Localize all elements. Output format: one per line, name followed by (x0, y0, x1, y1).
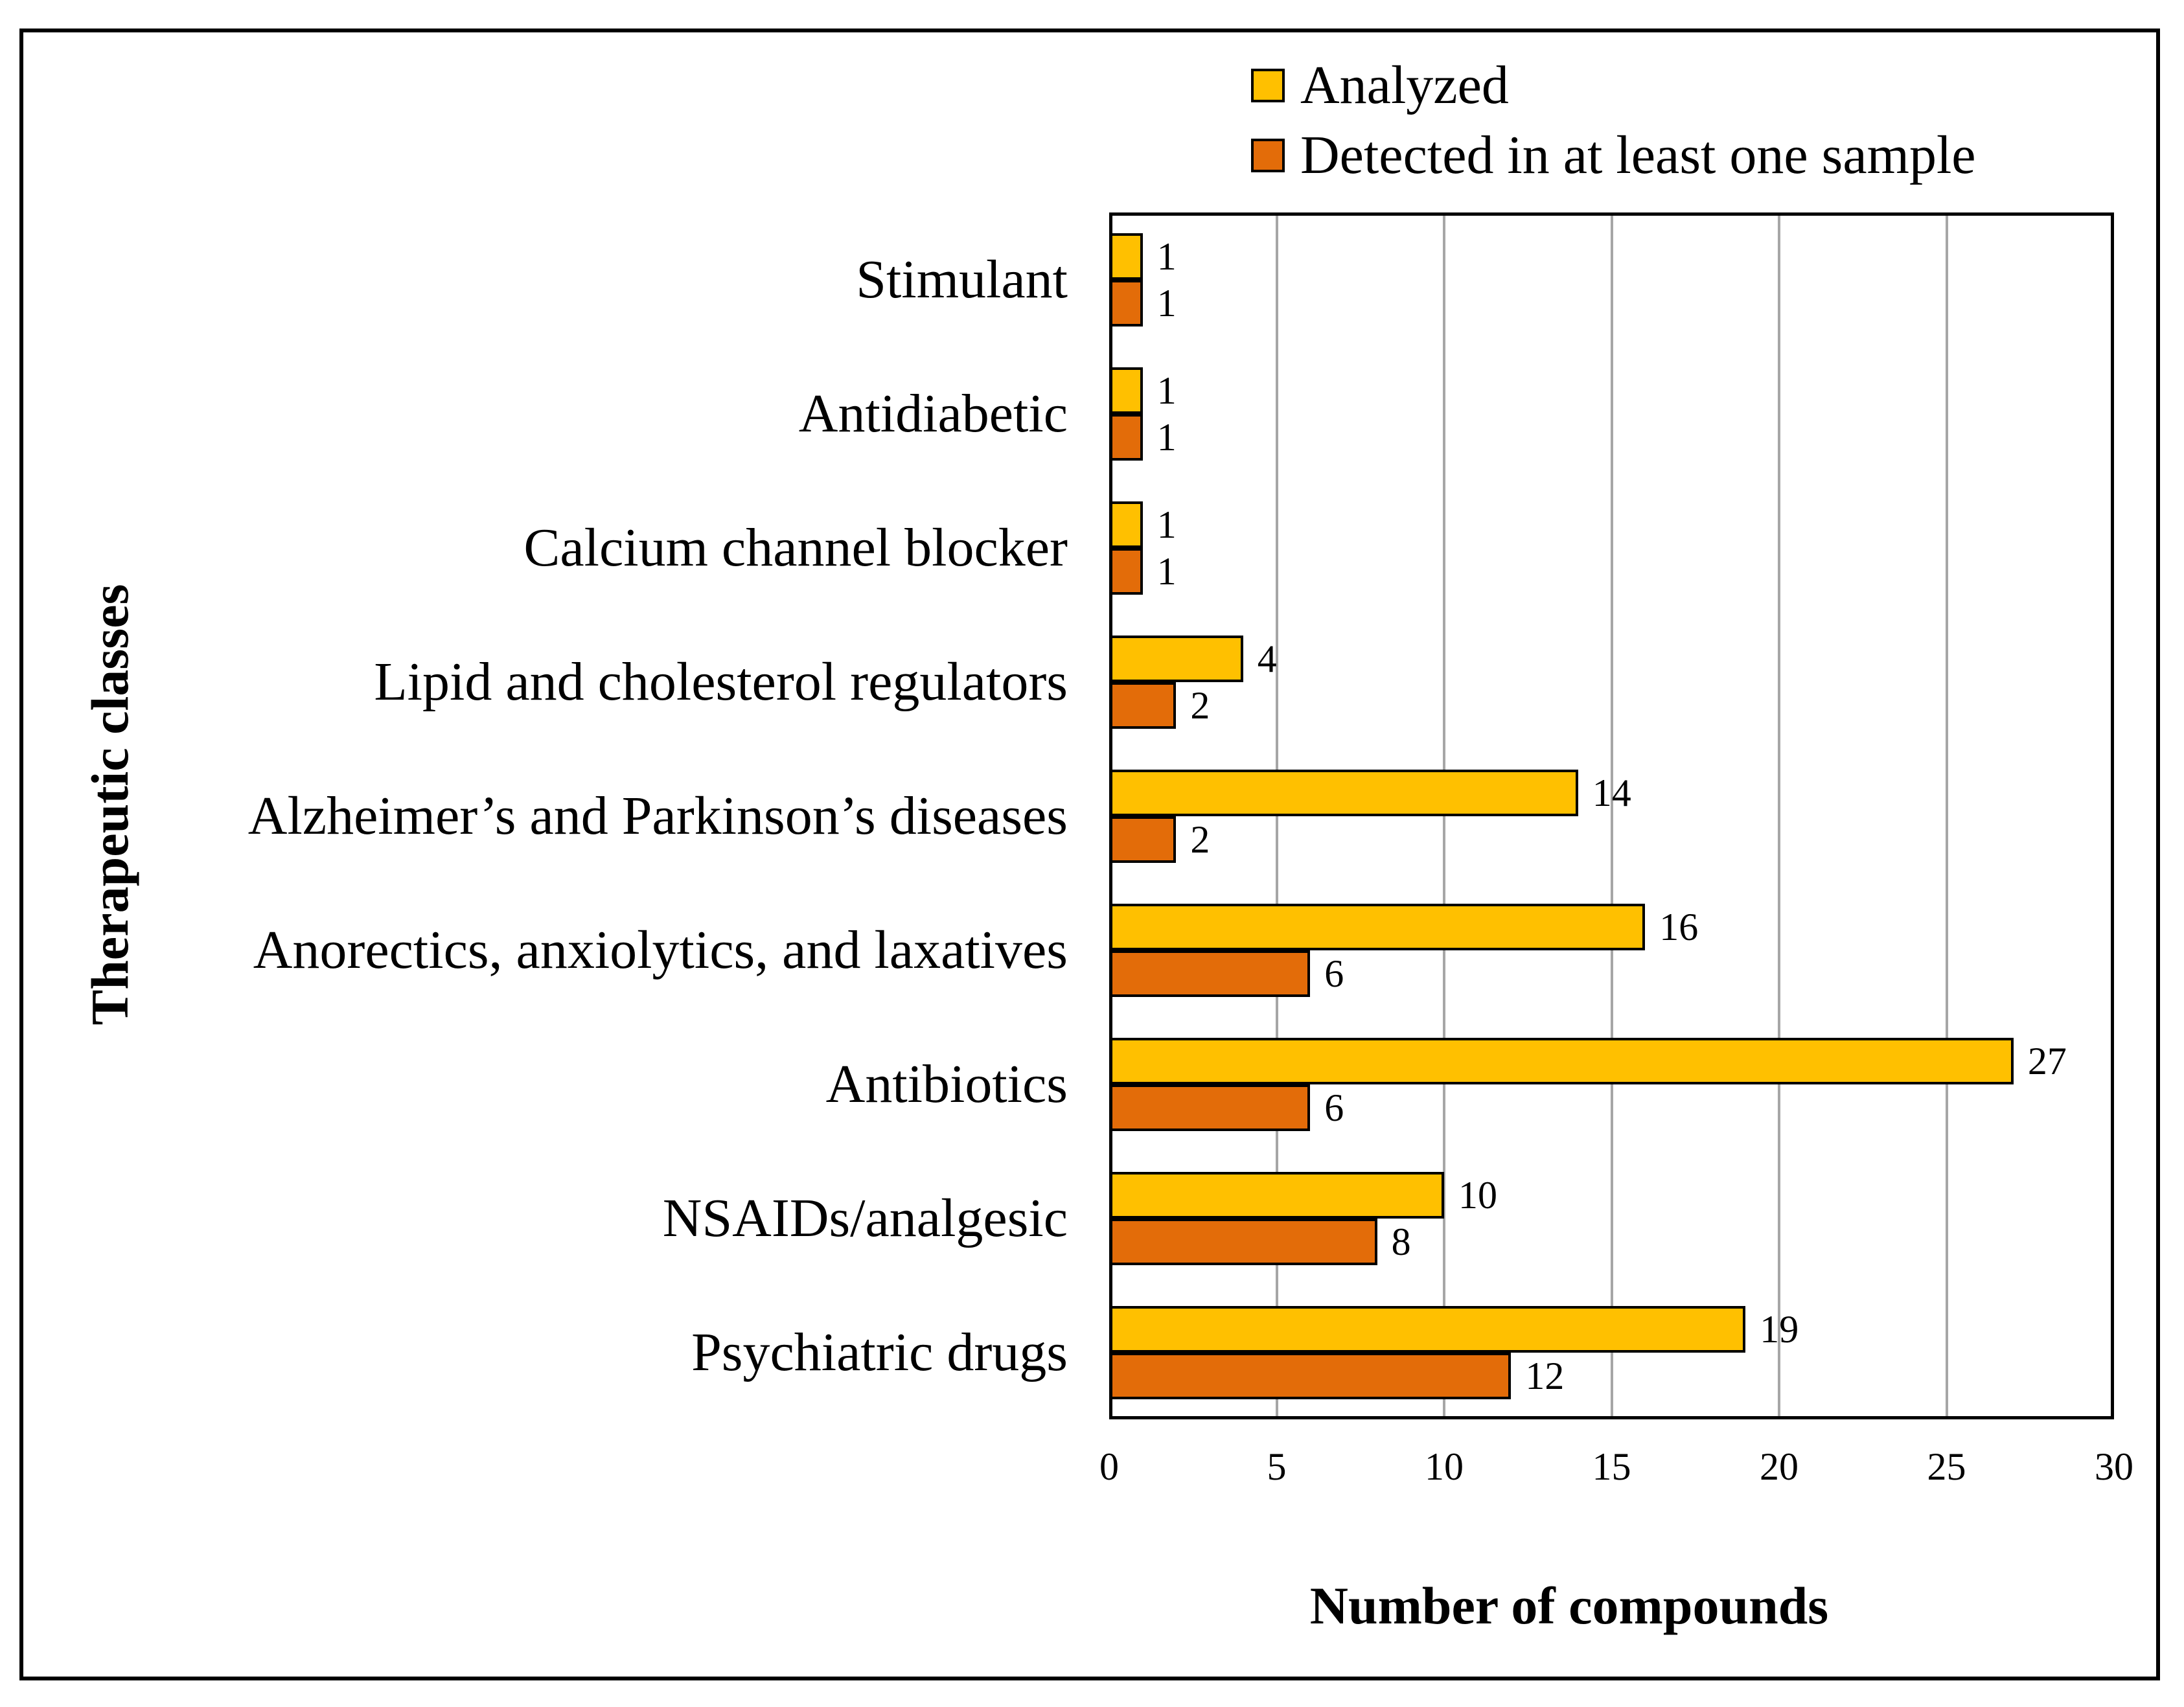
data-label: 19 (1760, 1308, 1799, 1351)
legend: Analyzed Detected in at least one sample (1251, 51, 1976, 190)
legend-swatch-icon (1251, 69, 1285, 102)
data-label: 1 (1156, 282, 1177, 325)
detected-bar-8 (1109, 1219, 1377, 1265)
x-tick-label-5: 5 (1267, 1445, 1287, 1488)
category-label: Lipid and cholesterol regulators (374, 652, 1068, 712)
x-tick-label-0: 0 (1099, 1445, 1119, 1488)
category-label: Psychiatric drugs (691, 1322, 1068, 1382)
legend-label: Analyzed (1300, 55, 1509, 115)
category-label: Calcium channel blocker (523, 518, 1068, 578)
data-label: 6 (1324, 1086, 1344, 1129)
analyzed-bar-7 (1109, 1038, 2014, 1084)
analyzed-bar-2 (1109, 367, 1143, 414)
gridline-15 (1610, 212, 1613, 1419)
legend-item-2: Detected in at least one sample (1251, 120, 1976, 190)
analyzed-bar-4 (1109, 636, 1243, 682)
data-label: 27 (2027, 1040, 2067, 1083)
category-label: Antibiotics (825, 1054, 1068, 1114)
detected-bar-2 (1109, 414, 1143, 461)
data-label: 1 (1156, 503, 1177, 546)
x-tick-label-30: 30 (2095, 1445, 2133, 1488)
analyzed-bar-3 (1109, 501, 1143, 548)
detected-bar-3 (1109, 548, 1143, 595)
analyzed-bar-9 (1109, 1306, 1746, 1353)
detected-bar-7 (1109, 1084, 1311, 1131)
gridline-20 (1778, 212, 1780, 1419)
analyzed-bar-8 (1109, 1172, 1444, 1219)
category-label: Alzheimer’s and Parkinson’s diseases (247, 786, 1068, 846)
data-label: 1 (1156, 369, 1177, 412)
analyzed-bar-1 (1109, 233, 1143, 280)
x-tick-label-15: 15 (1592, 1445, 1631, 1488)
category-label: NSAIDs/analgesic (662, 1188, 1068, 1248)
detected-bar-9 (1109, 1353, 1512, 1399)
data-label: 10 (1458, 1174, 1497, 1217)
data-label: 8 (1391, 1220, 1411, 1263)
y-axis-title: Therapeutic classes (80, 584, 139, 1025)
detected-bar-5 (1109, 816, 1177, 863)
category-label: Antidiabetic (798, 384, 1068, 444)
legend-item-1: Analyzed (1251, 51, 1976, 120)
data-label: 16 (1659, 906, 1699, 948)
legend-swatch-icon (1251, 139, 1285, 172)
x-tick-label-10: 10 (1425, 1445, 1464, 1488)
analyzed-bar-6 (1109, 904, 1646, 950)
detected-bar-4 (1109, 682, 1177, 729)
figure-border (19, 29, 2160, 1680)
data-label: 6 (1324, 952, 1344, 995)
category-label: Anorectics, anxiolytics, and laxatives (253, 920, 1068, 980)
data-label: 12 (1525, 1355, 1565, 1397)
detected-bar-1 (1109, 280, 1143, 327)
data-label: 2 (1190, 684, 1210, 727)
x-tick-label-20: 20 (1760, 1445, 1799, 1488)
data-label: 4 (1257, 637, 1277, 680)
data-label: 1 (1156, 550, 1177, 593)
analyzed-bar-5 (1109, 770, 1578, 816)
category-label: Stimulant (856, 249, 1068, 310)
data-label: 1 (1156, 235, 1177, 278)
x-tick-label-25: 25 (1927, 1445, 1966, 1488)
x-axis-title: Number of compounds (1309, 1576, 1829, 1635)
gridline-25 (1945, 212, 1948, 1419)
data-label: 2 (1190, 818, 1210, 861)
detected-bar-6 (1109, 950, 1311, 997)
data-label: 1 (1156, 416, 1177, 459)
legend-label: Detected in at least one sample (1300, 125, 1976, 185)
data-label: 14 (1592, 772, 1631, 814)
